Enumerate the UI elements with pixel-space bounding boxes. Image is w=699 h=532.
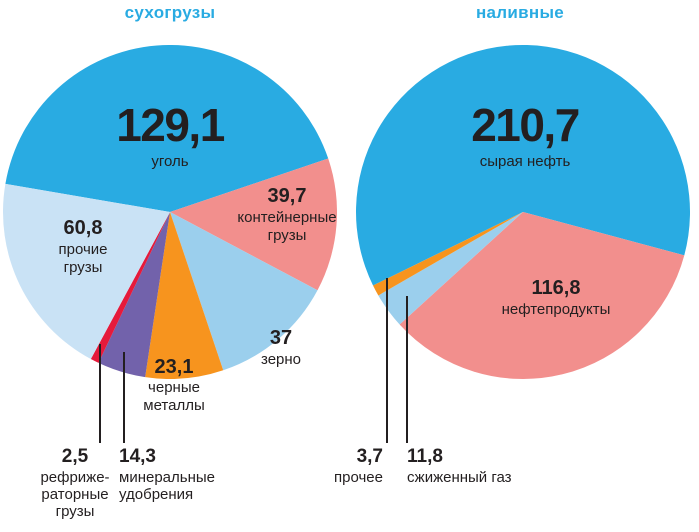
value-grain: 37 [269, 327, 293, 349]
value-container-cargo: 39,7 [267, 185, 307, 207]
value-liquefied-gas: 11,8 [407, 446, 443, 467]
label-refrigerated-cargo: рефриже- раторные грузы [40, 469, 110, 520]
value-ferrous-metals: 23,1 [154, 356, 194, 378]
value-refrigerated-cargo: 2,5 [61, 446, 89, 467]
label-crude-oil: сырая нефть [479, 153, 571, 170]
pie-slice-1-2 [378, 212, 523, 325]
value-other-liquid: 3,7 [356, 446, 383, 467]
label-mineral-fertilizers: минеральные удобрения [119, 469, 215, 503]
pie-chart-dry-cargo [3, 45, 337, 379]
value-coal: 129,1 [116, 99, 225, 151]
pie-slice-0-3 [145, 212, 224, 379]
leader-line-refrigerated-cargo [99, 344, 101, 443]
chart-title-dry-cargo: сухогрузы [124, 3, 216, 22]
pie-chart-liquid-cargo [356, 45, 690, 379]
label-other-liquid: прочее [334, 469, 383, 486]
pie-slice-1-0 [356, 45, 690, 286]
value-mineral-fertilizers: 14,3 [119, 446, 156, 467]
pie-slice-1-3 [373, 212, 523, 296]
value-oil-products: 116,8 [531, 277, 581, 299]
leader-line-liquefied-gas [406, 296, 408, 443]
value-other-cargo: 60,8 [63, 217, 103, 239]
pie-slice-0-0 [5, 45, 329, 212]
pie-slice-0-4 [98, 212, 170, 378]
leader-line-mineral-fertilizers [123, 352, 125, 443]
pie-slice-0-2 [170, 212, 318, 371]
label-grain: зерно [260, 351, 302, 368]
value-crude-oil: 210,7 [471, 99, 580, 151]
label-liquefied-gas: сжиженный газ [407, 469, 512, 486]
chart-title-liquid-cargo: наливные [475, 3, 565, 22]
label-container-cargo: контейнерные грузы [237, 209, 337, 244]
label-oil-products: нефтепродукты [501, 301, 611, 318]
pie-slice-0-6 [3, 183, 171, 360]
leader-line-other-liquid [386, 278, 388, 443]
pie-slice-0-1 [170, 158, 337, 291]
label-other-cargo: прочие грузы [58, 241, 108, 276]
label-coal: уголь [151, 153, 189, 170]
pie-slice-0-5 [90, 212, 170, 363]
pie-slice-1-1 [399, 212, 685, 379]
label-ferrous-metals: черные металлы [143, 379, 205, 414]
